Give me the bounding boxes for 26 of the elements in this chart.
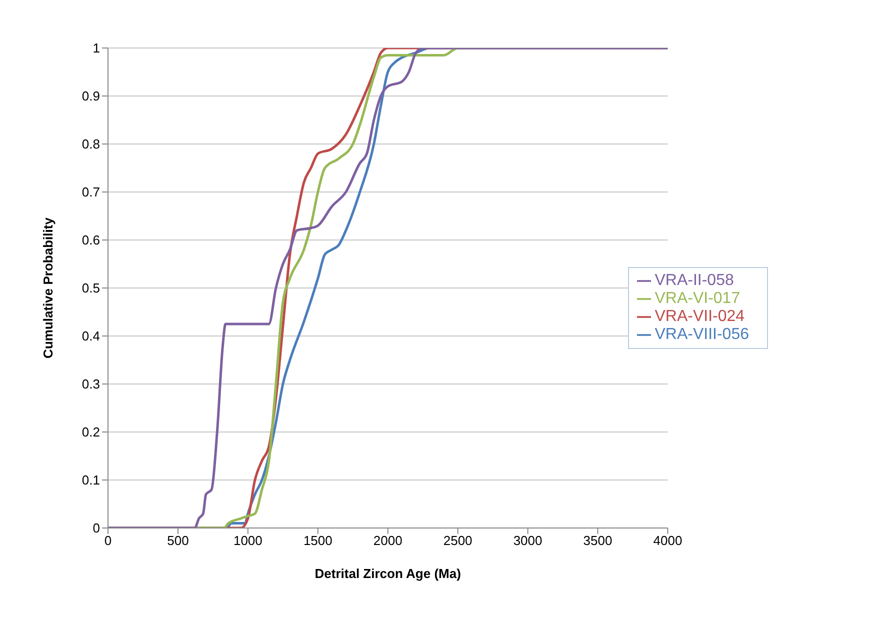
y-tick-label: 0.8 (82, 136, 100, 152)
legend-label: VRA-VI-017 (654, 290, 740, 307)
x-axis-title: Detrital Zircon Age (Ma) (314, 566, 461, 581)
y-axis-title: Cumulative Probability (40, 216, 56, 358)
x-tick-label: 2500 (443, 533, 472, 548)
y-tick-label: 0.5 (82, 280, 100, 296)
y-tick-label: 0.2 (82, 424, 100, 440)
y-tick-label: 1 (92, 40, 100, 56)
x-tick-label: 1000 (233, 533, 262, 548)
y-tick-label: 0.9 (82, 88, 100, 104)
y-tick-label: 0.6 (82, 232, 100, 248)
x-tick-label: 3500 (583, 533, 612, 548)
y-tick-label: 0.4 (82, 328, 100, 344)
x-tick-label: 3000 (513, 533, 542, 548)
x-tick-label: 2000 (373, 533, 402, 548)
x-tick-label: 1500 (303, 533, 332, 548)
x-tick-label: 500 (167, 533, 189, 548)
y-tick-label: 0.7 (82, 184, 100, 200)
x-tick-label: 0 (104, 533, 112, 548)
y-tick-label: 0 (92, 520, 100, 536)
legend-label: VRA-VIII-056 (654, 326, 749, 343)
x-tick-label: 4000 (653, 533, 682, 548)
legend-label: VRA-VII-024 (654, 308, 745, 325)
y-tick-label: 0.1 (82, 472, 100, 488)
y-tick-label: 0.3 (82, 376, 100, 392)
legend-label: VRA-II-058 (654, 272, 734, 289)
